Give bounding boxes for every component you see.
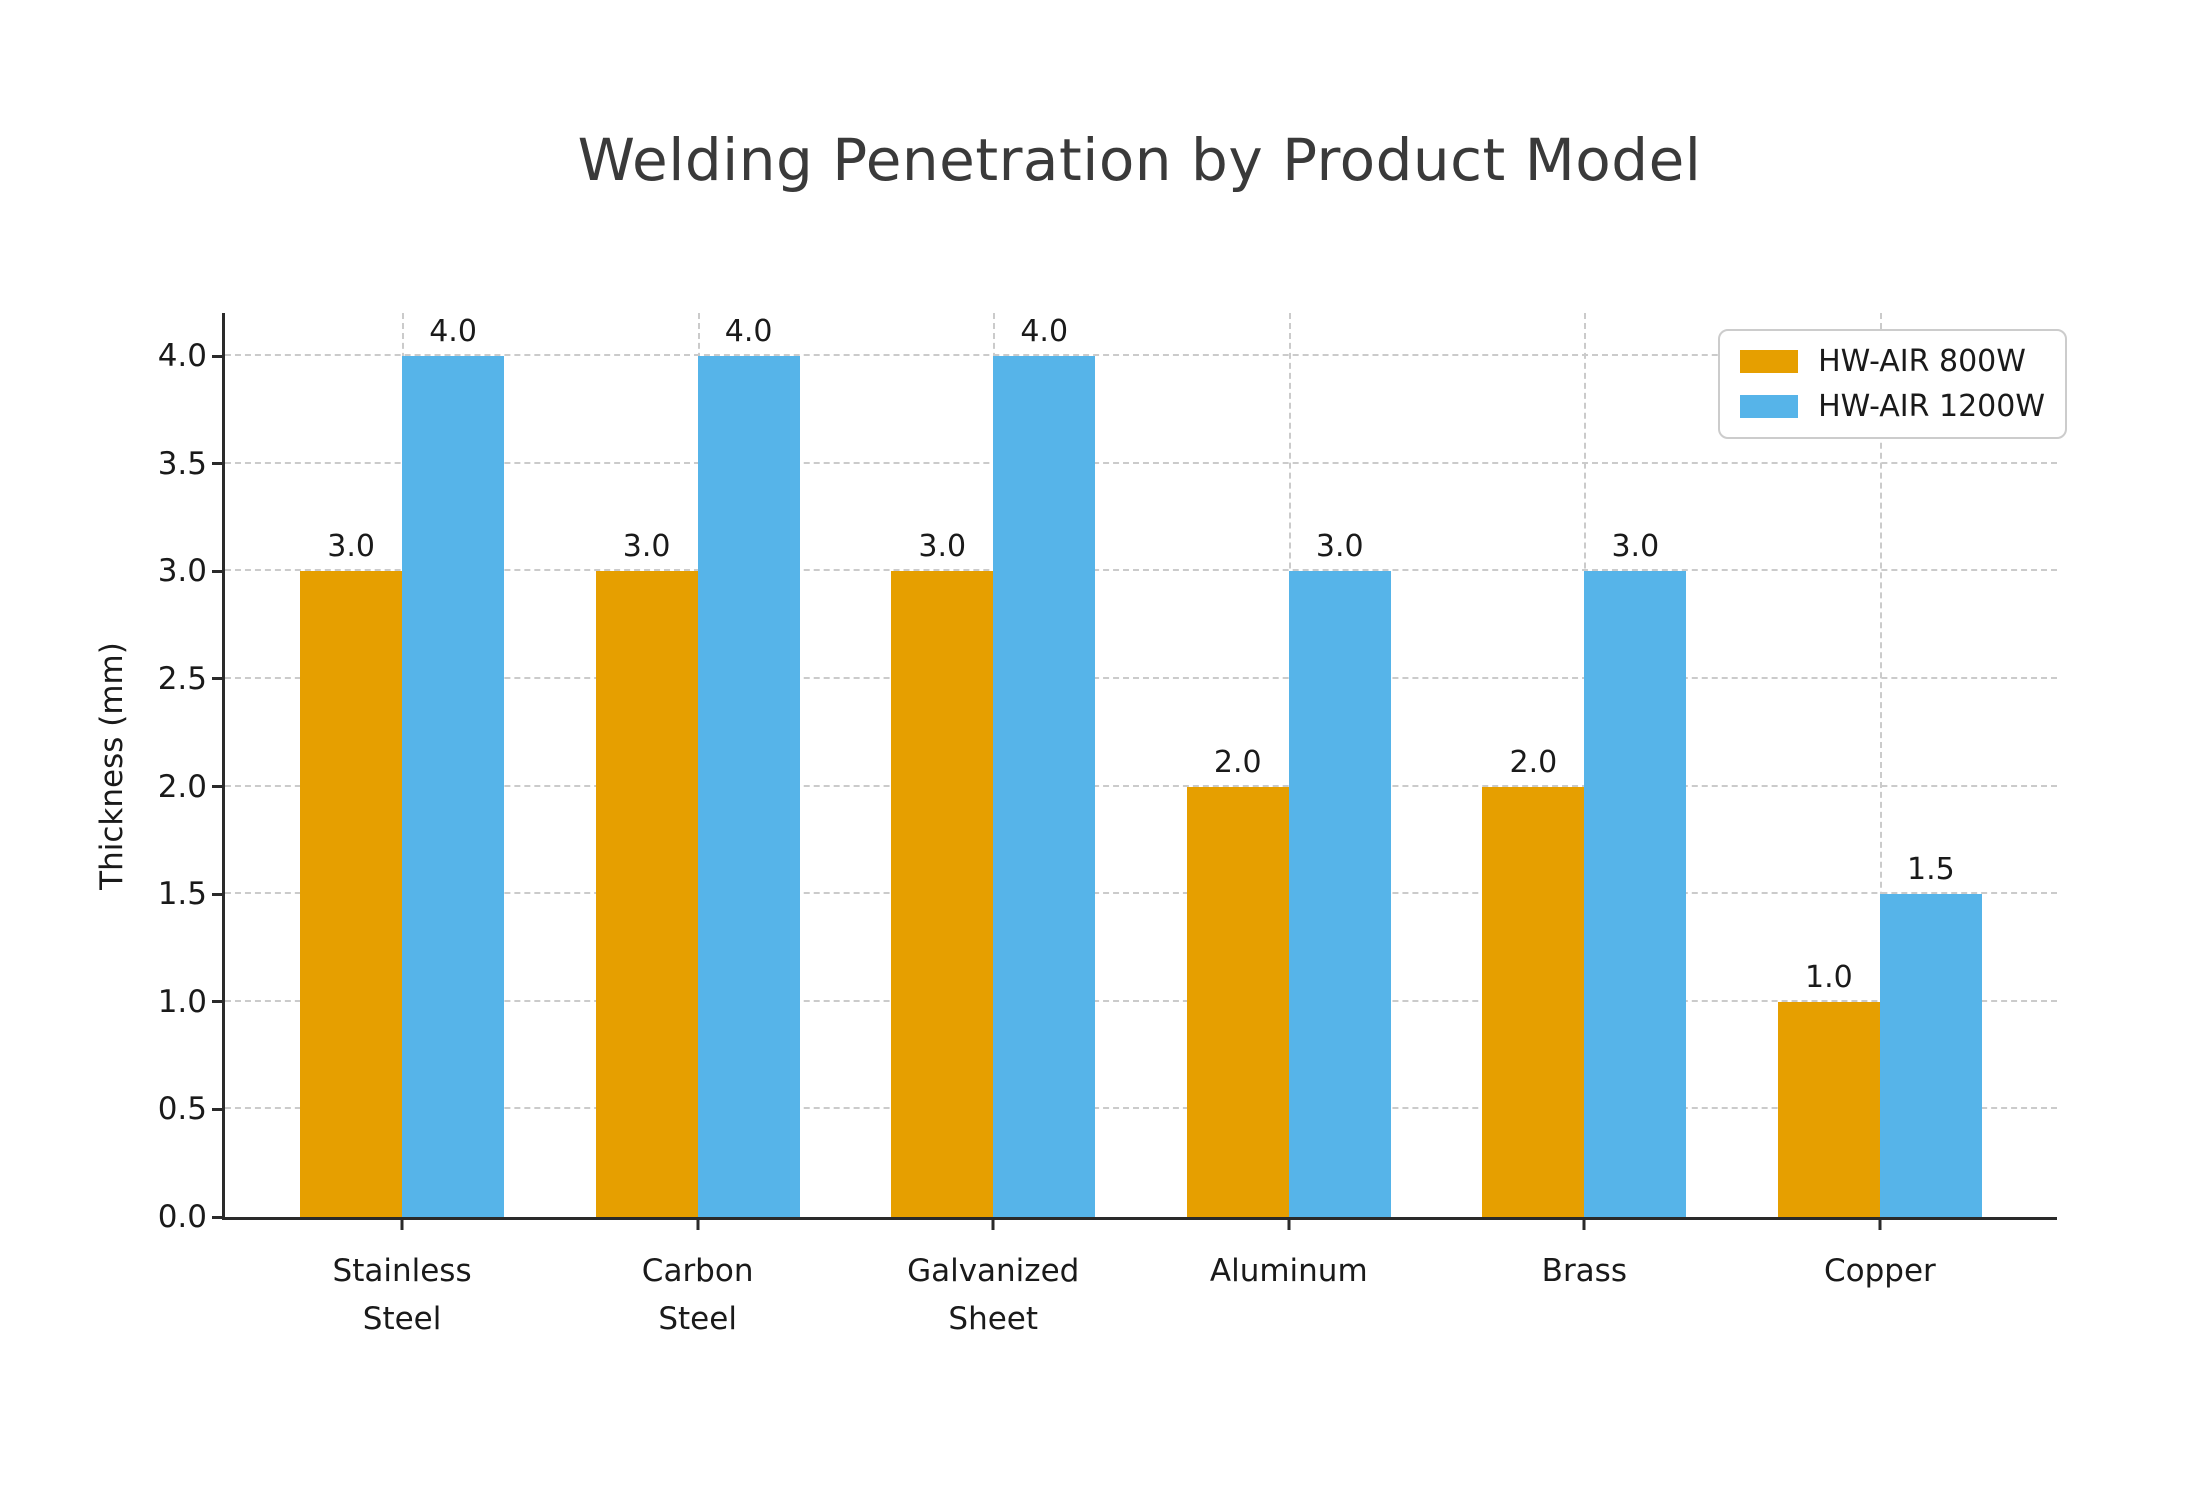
bar-hw-air-800w: [1777, 1001, 1880, 1217]
x-tick-mark: [696, 1220, 700, 1230]
bar-value-label: 3.0: [1315, 529, 1364, 565]
y-tick-mark: [212, 1000, 222, 1004]
bar-with-label: 4.0: [697, 313, 800, 1217]
bar-value-label: 4.0: [1020, 314, 1069, 350]
bar-group: 2.0 3.0: [1437, 313, 1733, 1217]
bar-value-label: 3.0: [918, 529, 967, 565]
bar-hw-air-800w: [1186, 786, 1289, 1217]
bar-hw-air-1200w: [993, 356, 1096, 1217]
y-tick-mark: [212, 785, 222, 789]
bar-value-label: 4.0: [429, 314, 477, 350]
y-axis-label: Thickness (mm): [94, 642, 130, 890]
bar-value-label: 2.0: [1213, 744, 1262, 780]
bar-hw-air-1200w: [697, 356, 800, 1217]
bar-with-label: 3.0: [300, 313, 403, 1217]
bar-with-label: 4.0: [993, 313, 1096, 1217]
h-gridline: [225, 354, 2057, 357]
x-tick-mark: [991, 1220, 995, 1230]
x-tick-mark: [1287, 1220, 1291, 1230]
bar-hw-air-800w: [300, 571, 403, 1217]
category-column: 1.0 1.5 Copper: [1732, 313, 2028, 1289]
x-tick-mark: [1582, 1220, 1586, 1230]
h-gridline: [225, 784, 2057, 787]
bar-hw-air-800w: [891, 571, 994, 1217]
bar-with-label: 4.0: [402, 313, 505, 1217]
y-tick-label: 3.0: [157, 553, 207, 590]
x-tick-label: Galvanized Sheet: [907, 1253, 1080, 1338]
bar-value-label: 2.0: [1509, 744, 1558, 780]
x-tick-mark: [1878, 1220, 1882, 1230]
legend-swatch-800w-icon: [1740, 350, 1799, 373]
category-column: 3.0 4.0 Carbon Steel: [550, 313, 846, 1337]
bar-hw-air-1200w: [1288, 571, 1391, 1217]
bar-value-label: 4.0: [724, 314, 773, 350]
h-gridline: [225, 676, 2057, 679]
bar-value-label: 1.0: [1805, 959, 1853, 995]
h-gridline: [225, 1107, 2057, 1110]
plot-area: 0.0 0.5 1.0 1.5 2.0 2.5 3.0 3.5 4.0 3.0 4.0 Stainle…: [158, 313, 2057, 1337]
bar-hw-air-800w: [595, 571, 698, 1217]
category-columns: 3.0 4.0 Stainless Steel 3.0 4.0 Carbon Steel 3…: [225, 313, 2057, 1337]
y-tick-label: 0.5: [157, 1091, 207, 1128]
legend: HW-AIR 800W HW-AIR 1200W: [1718, 329, 2067, 439]
legend-label-800w: HW-AIR 800W: [1818, 344, 2026, 379]
y-tick-mark: [212, 569, 222, 573]
x-tick-mark: [400, 1220, 404, 1230]
category-column: 3.0 4.0 Stainless Steel: [254, 313, 550, 1337]
y-tick-label: 3.5: [157, 445, 207, 482]
category-column: 2.0 3.0 Aluminum: [1141, 313, 1437, 1289]
bar-value-label: 1.5: [1907, 852, 1955, 888]
bar-value-label: 3.0: [1611, 529, 1660, 565]
bar-group: 2.0 3.0: [1141, 313, 1437, 1217]
h-gridline: [225, 569, 2057, 572]
bar-with-label: 3.0: [595, 313, 698, 1217]
y-tick-mark: [212, 892, 222, 896]
y-tick-label: 2.0: [157, 768, 207, 805]
x-tick-label: Carbon Steel: [641, 1253, 754, 1338]
y-tick-label: 2.5: [157, 660, 207, 697]
category-column: 3.0 4.0 Galvanized Sheet: [845, 313, 1141, 1337]
bar-value-label: 3.0: [327, 529, 375, 565]
bar-group: 3.0 4.0: [254, 313, 550, 1217]
category-column: 2.0 3.0 Brass: [1437, 313, 1733, 1289]
bar-with-label: 2.0: [1186, 313, 1289, 1217]
legend-item-1200w: HW-AIR 1200W: [1740, 389, 2045, 424]
h-gridline: [225, 892, 2057, 895]
y-tick-label: 0.0: [157, 1199, 207, 1235]
y-tick-mark: [212, 677, 222, 681]
bar-hw-air-1200w: [402, 356, 505, 1217]
y-tick-label: 1.0: [157, 983, 207, 1020]
y-tick-mark: [212, 462, 222, 466]
bar-with-label: 3.0: [891, 313, 994, 1217]
bar-hw-air-1200w: [1879, 894, 1982, 1217]
bar-value-label: 3.0: [622, 529, 671, 565]
x-tick-label: Brass: [1541, 1253, 1627, 1289]
x-tick-label: Copper: [1823, 1253, 1936, 1289]
chart-title: Welding Penetration by Product Model: [577, 126, 1702, 194]
v-gridline: [1879, 313, 1882, 1217]
bar-hw-air-800w: [1482, 786, 1585, 1217]
y-tick-label: 1.5: [157, 876, 207, 913]
x-tick-label: Aluminum: [1209, 1253, 1368, 1289]
bar-group: 1.0 1.5: [1732, 313, 2028, 1217]
bar-with-label: 3.0: [1584, 313, 1687, 1217]
bar-with-label: 1.0: [1777, 313, 1880, 1217]
legend-swatch-1200w-icon: [1740, 395, 1799, 418]
bar-hw-air-1200w: [1584, 571, 1687, 1217]
h-gridline: [225, 999, 2057, 1002]
bar-group: 3.0 4.0: [550, 313, 846, 1217]
y-tick-mark: [212, 1215, 222, 1219]
legend-label-1200w: HW-AIR 1200W: [1818, 389, 2045, 424]
bar-group: 3.0 4.0: [845, 313, 1141, 1217]
y-tick-label: 4.0: [157, 338, 207, 375]
x-tick-label: Stainless Steel: [332, 1253, 472, 1338]
legend-item-800w: HW-AIR 800W: [1740, 344, 2045, 379]
bar-with-label: 3.0: [1288, 313, 1391, 1217]
bar-with-label: 1.5: [1879, 313, 1982, 1217]
y-tick-mark: [212, 354, 222, 358]
h-gridline: [225, 461, 2057, 464]
bar-with-label: 2.0: [1482, 313, 1585, 1217]
y-tick-mark: [212, 1107, 222, 1111]
